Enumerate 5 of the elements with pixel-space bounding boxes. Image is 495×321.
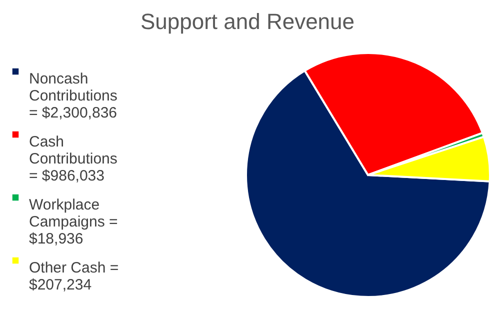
- legend-label: Cash Contributions = $986,033: [29, 134, 118, 184]
- chart-title: Support and Revenue: [140, 9, 355, 34]
- legend-label: Workplace Campaigns = $18,936: [29, 196, 118, 248]
- legend-label: Noncash Contributions = $2,300,836: [29, 70, 118, 122]
- legend-label: Other Cash = $207,234: [29, 260, 119, 294]
